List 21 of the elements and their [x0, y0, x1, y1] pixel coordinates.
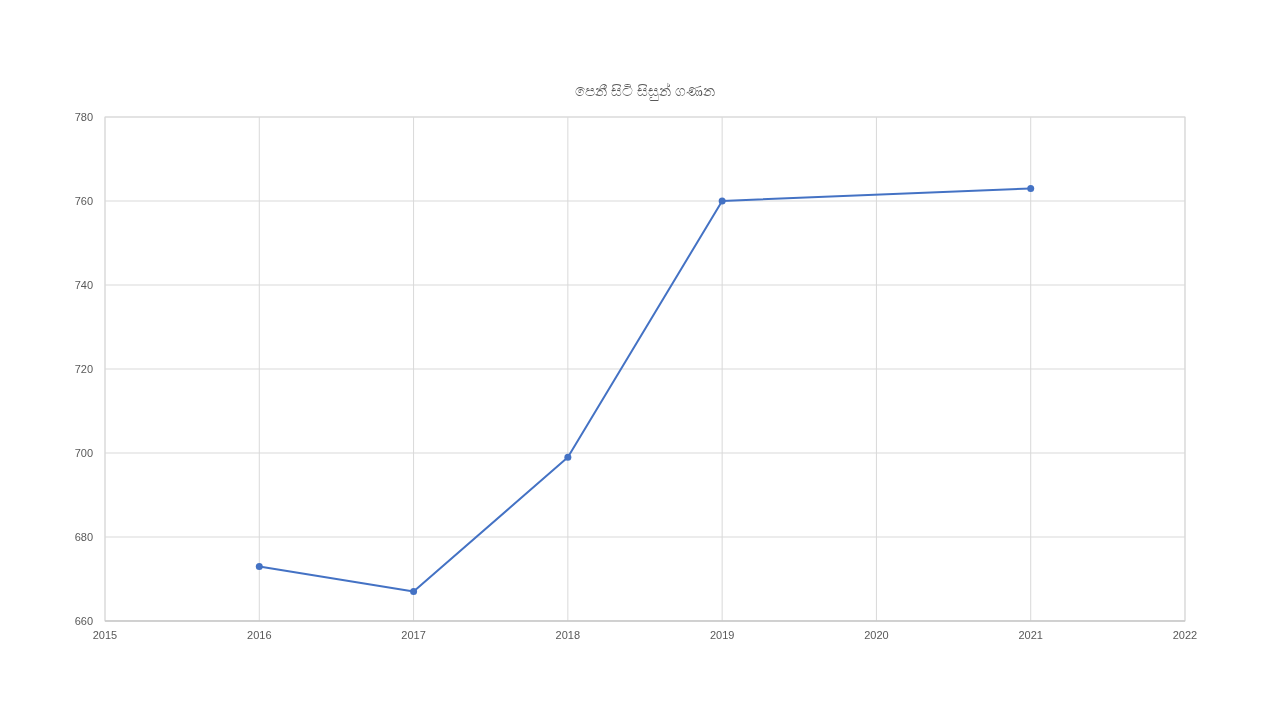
y-tick-label: 760 [74, 195, 93, 207]
x-tick-label: 2015 [92, 629, 118, 641]
y-tick-label: 780 [74, 111, 93, 123]
point [1027, 184, 1035, 192]
y-tick-label: 700 [74, 447, 93, 459]
point [255, 562, 263, 570]
y-tick-label: 720 [74, 363, 93, 375]
x-tick-label: 2020 [864, 629, 889, 641]
point [718, 197, 726, 205]
x-tick-label: 2016 [247, 629, 272, 641]
point [410, 588, 418, 596]
x-tick-label: 2019 [709, 629, 735, 641]
point [564, 453, 572, 461]
x-tick-label: 2022 [1172, 629, 1198, 641]
chart-title: පෙනී සිටි සිසුන් ගණන [574, 82, 716, 101]
x-tick-label: 2017 [401, 629, 426, 641]
x-tick-label: 2021 [1018, 629, 1043, 641]
x-tick-label: 2018 [555, 629, 581, 641]
y-tick-label: 740 [74, 279, 93, 291]
y-tick-label: 660 [74, 615, 93, 627]
y-tick-label: 680 [74, 531, 93, 543]
